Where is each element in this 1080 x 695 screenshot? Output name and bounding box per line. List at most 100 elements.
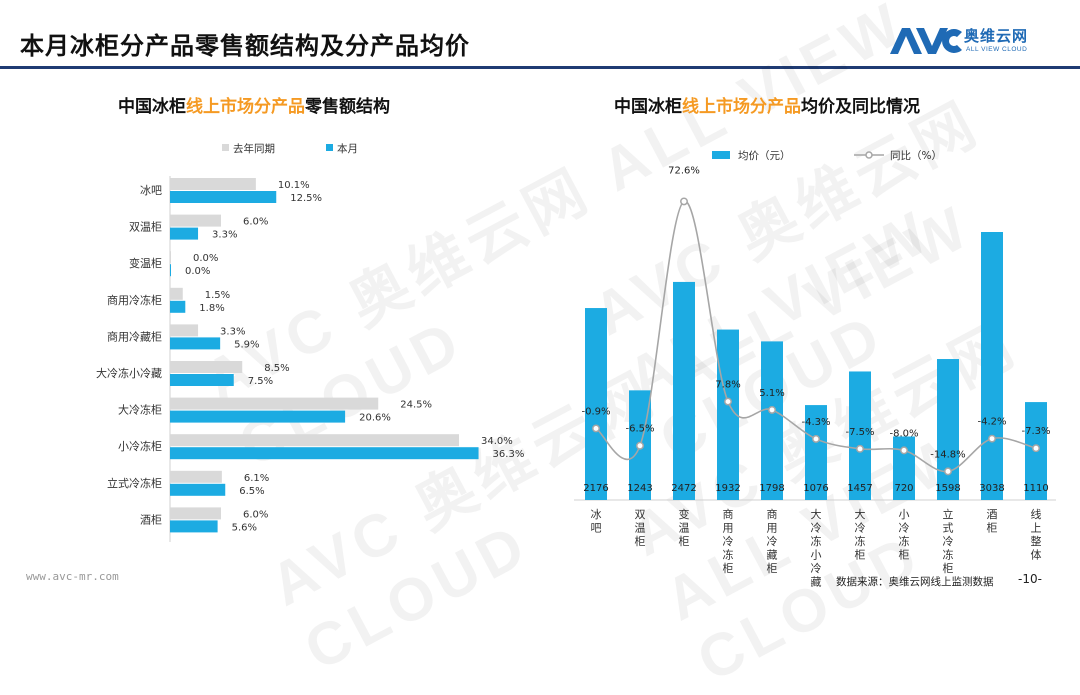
category-label: 线上整体 — [1031, 507, 1042, 562]
bar-last-year — [170, 361, 243, 373]
category-label: 酒柜 — [140, 513, 162, 526]
bar-avg-price — [761, 341, 783, 500]
data-label-avg-price: 1076 — [803, 483, 828, 494]
bar-last-year — [170, 214, 221, 227]
bar-avg-price — [585, 308, 607, 500]
title-divider — [0, 66, 1080, 69]
bar-avg-price — [805, 405, 827, 500]
legend-swatch-avg-price — [712, 151, 730, 159]
bar-last-year — [170, 470, 222, 483]
data-label-this-month: 1.8% — [199, 303, 224, 314]
data-label-yoy: -4.2% — [977, 417, 1006, 428]
data-label-this-month: 12.5% — [290, 193, 322, 204]
marker-yoy — [900, 446, 908, 455]
data-label-yoy: -8.0% — [889, 428, 918, 439]
legend-swatch-last-year — [222, 144, 229, 151]
bar-this-month — [170, 264, 171, 277]
data-label-last-year: 34.0% — [481, 436, 513, 447]
category-label: 大冷冻柜 — [855, 507, 866, 562]
data-label-avg-price: 1798 — [759, 483, 784, 494]
data-label-last-year: 6.0% — [243, 509, 268, 520]
category-label: 冰吧 — [140, 184, 162, 197]
bar-last-year — [170, 507, 221, 520]
data-source: 数据来源：奥维云网线上监测数据 — [836, 576, 994, 588]
bar-this-month — [170, 374, 234, 386]
data-label-avg-price: 1243 — [627, 483, 652, 494]
data-label-this-month: 3.3% — [212, 230, 237, 241]
legend-label-yoy: 同比（%） — [890, 149, 942, 162]
data-label-avg-price: 1598 — [935, 483, 960, 494]
data-label-this-month: 6.5% — [239, 486, 264, 497]
category-label: 立式冷冻柜 — [943, 507, 954, 575]
bar-last-year — [170, 178, 256, 190]
data-label-yoy: 7.8% — [715, 380, 740, 391]
data-label-last-year: 0.0% — [193, 253, 218, 264]
data-label-yoy: 72.6% — [668, 165, 700, 176]
category-label: 双温柜 — [635, 508, 646, 548]
marker-yoy — [988, 434, 996, 443]
logo-subtext: ALL VIEW CLOUD — [966, 46, 1028, 53]
data-label-last-year: 24.5% — [400, 400, 432, 411]
left-chart-title: 中国冰柜线上市场分产品零售额结构 — [118, 97, 390, 117]
data-label-last-year: 10.1% — [278, 180, 310, 191]
category-label: 变温柜 — [129, 256, 162, 270]
avc-logo-mark — [890, 28, 962, 54]
page-number: -10- — [1018, 572, 1042, 586]
bar-this-month — [170, 483, 226, 496]
bar-this-month — [170, 410, 346, 423]
bar-avg-price — [981, 232, 1003, 500]
footer-url[interactable]: www.avc-mr.com — [26, 570, 119, 583]
bar-avg-price — [673, 281, 695, 500]
right-chart: 均价（元） 同比（%） 2176 冰吧 1243 双温柜 2472 变温柜 1932 商用冷冻柜 1… — [574, 149, 1056, 589]
marker-yoy — [636, 441, 644, 450]
category-label: 小冷冻柜 — [899, 508, 910, 562]
marker-yoy — [680, 197, 688, 206]
bar-avg-price — [849, 371, 871, 500]
marker-yoy — [724, 397, 732, 406]
category-label: 变温柜 — [679, 507, 690, 548]
category-label: 立式冷冻柜 — [107, 476, 162, 490]
bar-this-month — [170, 337, 221, 350]
bar-avg-price — [717, 329, 739, 500]
data-label-avg-price: 720 — [894, 483, 913, 494]
bar-this-month — [170, 191, 277, 203]
bar-last-year — [170, 324, 199, 337]
data-label-this-month: 0.0% — [185, 266, 210, 277]
data-label-last-year: 3.3% — [220, 326, 245, 337]
data-label-avg-price: 2176 — [583, 483, 608, 494]
bar-this-month — [170, 447, 479, 460]
legend-marker-yoy — [865, 151, 873, 159]
data-label-this-month: 20.6% — [359, 413, 391, 424]
category-label: 大冷冻小冷藏 — [811, 507, 822, 589]
data-label-this-month: 36.3% — [493, 449, 525, 460]
data-label-avg-price: 1110 — [1023, 483, 1048, 494]
legend-label-this-month: 本月 — [337, 142, 358, 155]
bar-last-year — [170, 251, 171, 264]
category-label: 小冷冻柜 — [118, 439, 162, 453]
right-chart-title: 中国冰柜线上市场分产品均价及同比情况 — [614, 97, 920, 117]
marker-yoy — [856, 444, 864, 453]
category-label: 商用冷藏柜 — [107, 329, 162, 343]
category-label: 酒柜 — [987, 508, 998, 535]
legend-label-last-year: 去年同期 — [233, 142, 275, 155]
category-label: 冰吧 — [591, 508, 602, 535]
bar-last-year — [170, 434, 459, 447]
category-label: 大冷冻小冷藏 — [96, 366, 162, 380]
data-label-yoy: -4.3% — [801, 417, 830, 428]
data-label-last-year: 6.0% — [243, 217, 268, 228]
data-label-avg-price: 3038 — [979, 483, 1004, 494]
data-label-last-year: 1.5% — [205, 290, 230, 301]
bar-last-year — [170, 287, 183, 300]
marker-yoy — [592, 424, 600, 433]
data-label-yoy: -6.5% — [625, 424, 654, 435]
data-label-last-year: 6.1% — [244, 473, 269, 484]
data-label-yoy: -14.8% — [930, 449, 965, 460]
legend-swatch-this-month — [326, 144, 333, 151]
category-label: 商用冷藏柜 — [767, 507, 778, 575]
bar-this-month — [170, 520, 218, 533]
avc-logo — [890, 28, 962, 54]
data-label-yoy: -7.5% — [845, 427, 874, 438]
data-label-avg-price: 1457 — [847, 483, 872, 494]
bar-this-month — [170, 300, 186, 313]
